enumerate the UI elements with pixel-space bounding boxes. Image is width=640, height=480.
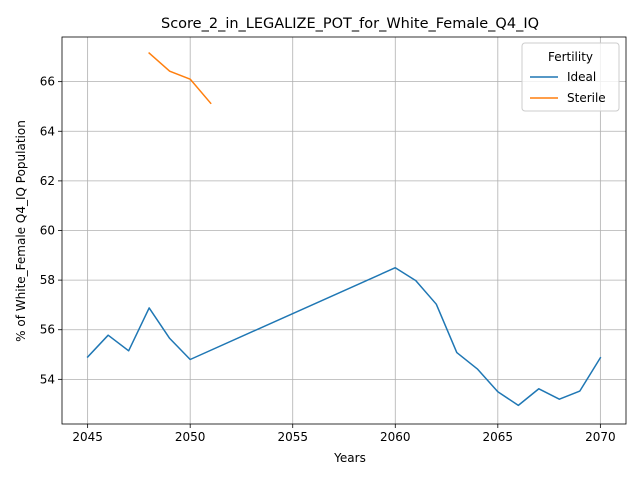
x-axis-title: Years bbox=[333, 451, 366, 465]
y-tick-label: 58 bbox=[40, 273, 55, 287]
legend-title: Fertility bbox=[548, 50, 593, 64]
y-tick-label: 56 bbox=[40, 323, 55, 337]
y-tick-label: 64 bbox=[40, 124, 55, 138]
legend-label-sterile: Sterile bbox=[567, 91, 606, 105]
x-tick-label: 2050 bbox=[175, 430, 206, 444]
x-tick-label: 2055 bbox=[277, 430, 308, 444]
y-axis-title: % of White_Female Q4_IQ Population bbox=[14, 120, 28, 342]
x-tick-label: 2060 bbox=[380, 430, 411, 444]
y-tick-label: 60 bbox=[40, 224, 55, 238]
x-tick-label: 2045 bbox=[72, 430, 103, 444]
grid-lines bbox=[62, 37, 626, 424]
chart-title: Score_2_in_LEGALIZE_POT_for_White_Female… bbox=[161, 16, 539, 32]
axis-ticks: 2045 2050 2055 2060 2065 2070 54 56 58 60 62 64 66 bbox=[40, 75, 616, 444]
series-line-ideal bbox=[86, 266, 602, 407]
series-line-sterile bbox=[148, 52, 212, 105]
x-tick-label: 2070 bbox=[585, 430, 616, 444]
y-tick-label: 66 bbox=[40, 75, 55, 89]
series-lines bbox=[86, 52, 602, 407]
legend: Fertility Ideal Sterile bbox=[521, 42, 620, 112]
legend-box bbox=[521, 42, 620, 112]
x-tick-label: 2065 bbox=[483, 430, 514, 444]
y-tick-label: 62 bbox=[40, 174, 55, 188]
y-tick-label: 54 bbox=[40, 372, 55, 386]
legend-label-ideal: Ideal bbox=[567, 70, 596, 84]
